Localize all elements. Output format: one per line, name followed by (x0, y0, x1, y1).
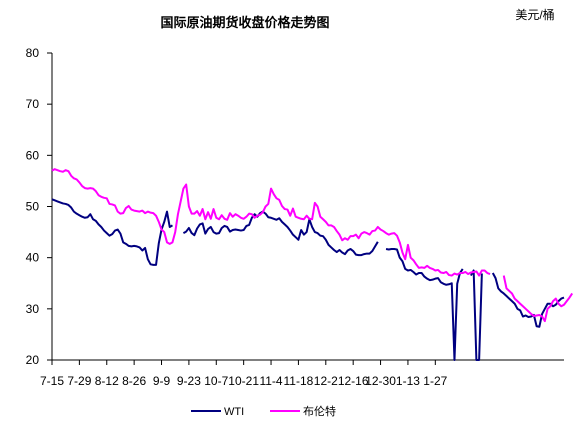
x-tick-label: 10-7 (204, 374, 228, 388)
unit-label: 美元/桶 (515, 7, 554, 22)
x-tick-label: 7-15 (40, 374, 64, 388)
x-tick-label: 10-21 (228, 374, 259, 388)
x-tick-label: 11-4 (259, 374, 282, 388)
legend-brent-label: 布伦特 (303, 404, 336, 418)
series-line-wti (51, 198, 565, 361)
y-tick-label: 20 (26, 353, 40, 367)
x-tick-label: 1-27 (423, 374, 447, 388)
x-tick-label: 9-9 (153, 374, 171, 388)
x-tick-label: 12-16 (338, 374, 369, 388)
x-axis: 7-15 7-29 8-12 8-26 9-9 9-23 10-7 10-21 11-4 11-1… (40, 359, 564, 388)
legend: WTI 布伦特 (191, 404, 336, 418)
series-lines (51, 168, 574, 361)
y-tick-label: 30 (26, 302, 40, 316)
x-tick-label: 1-13 (396, 374, 420, 388)
y-tick-label: 80 (26, 46, 40, 60)
x-tick-label: 11-18 (284, 374, 314, 388)
y-axis: 20 30 40 50 60 70 80 (26, 46, 53, 367)
x-tick-label: 12-2 (314, 374, 338, 388)
y-tick-label: 50 (26, 200, 40, 214)
x-tick-label: 9-23 (177, 374, 201, 388)
series-line-brent (51, 168, 574, 323)
y-tick-label: 60 (26, 148, 40, 162)
chart-title: 国际原油期货收盘价格走势图 (160, 15, 329, 30)
x-tick-label: 8-26 (122, 374, 146, 388)
legend-wti-label: WTI (224, 406, 244, 418)
x-tick-label: 7-29 (67, 374, 91, 388)
x-tick-label: 8-12 (95, 374, 119, 388)
x-tick-label: 12-30 (365, 374, 396, 388)
y-tick-label: 70 (26, 97, 40, 111)
y-tick-label: 40 (26, 251, 40, 265)
